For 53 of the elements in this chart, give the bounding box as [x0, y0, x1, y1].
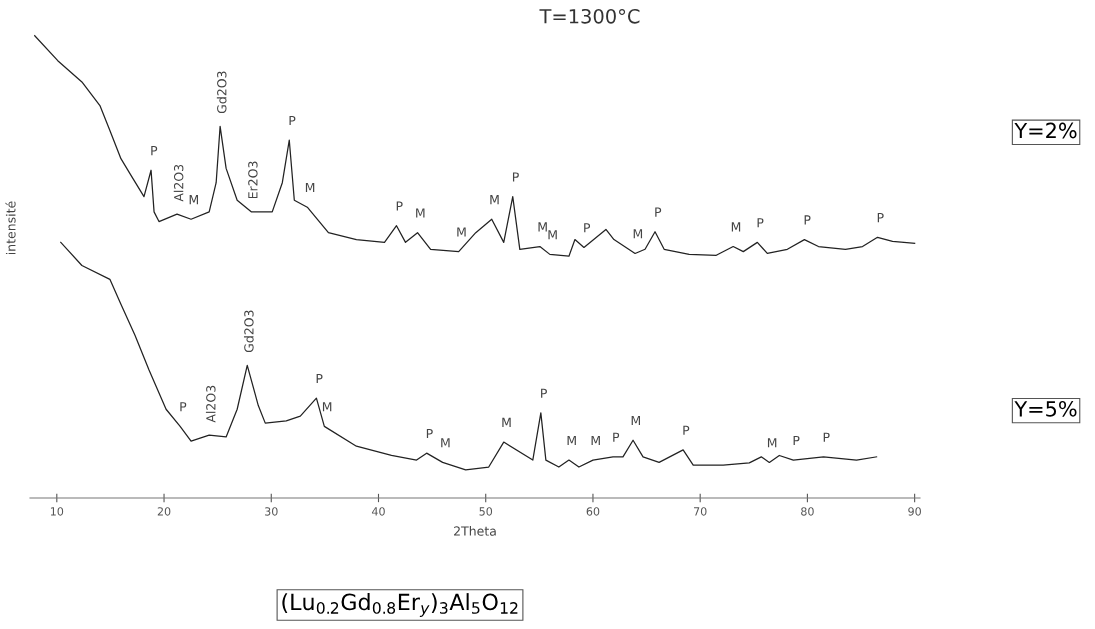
- annotation: M: [731, 222, 741, 232]
- annotation: Al2O3: [205, 385, 216, 423]
- x-tick-label: 40: [371, 507, 385, 516]
- annotation: M: [322, 402, 332, 412]
- annotation: Gd2O3: [216, 71, 227, 114]
- annotation: Er2O3: [248, 161, 258, 199]
- annotation: M: [767, 438, 777, 448]
- x-tick-label: 20: [157, 507, 171, 516]
- y-axis-title: intensité: [5, 201, 16, 255]
- annotation: M: [441, 438, 450, 448]
- annotation: P: [151, 146, 158, 156]
- annotation: P: [584, 223, 591, 233]
- annotation: M: [490, 195, 499, 205]
- annotation: P: [823, 432, 830, 442]
- annotation: M: [502, 417, 511, 427]
- x-tick-label: 90: [908, 507, 921, 516]
- annotation: M: [416, 208, 425, 218]
- x-tick-label: 50: [479, 507, 493, 516]
- annotation: M: [457, 227, 466, 237]
- annotation: P: [180, 402, 187, 412]
- annotation: P: [793, 435, 800, 445]
- annotation: P: [426, 428, 433, 439]
- annotation: P: [613, 432, 620, 442]
- annotation: Gd2O3: [243, 310, 254, 353]
- annotation: P: [757, 218, 764, 228]
- annotation: M: [567, 435, 576, 445]
- annotation: P: [289, 115, 296, 126]
- annotation: M: [633, 229, 643, 239]
- annotation: P: [316, 373, 323, 384]
- annotation: P: [804, 215, 811, 225]
- annotation: Al2O3: [173, 164, 184, 202]
- x-tick-label: 80: [801, 507, 814, 516]
- text: Y=2%: [1014, 122, 1077, 139]
- x-tick-label: 10: [50, 507, 64, 516]
- annotation: P: [396, 201, 403, 211]
- annotation: P: [512, 172, 519, 182]
- annotation: M: [189, 195, 199, 205]
- annotation: P: [683, 425, 690, 435]
- x-tick-label: 70: [694, 507, 707, 516]
- annotation: P: [541, 388, 547, 398]
- annotation: M: [305, 183, 315, 193]
- text: Y=5%: [1014, 400, 1077, 417]
- x-tick-label: 30: [265, 507, 278, 516]
- text: (Lu$_{0.2}$Gd$_{0.8}$Er$_{y}$)$_{3}$Al$_{5}$O$_{12}$: [282, 593, 518, 617]
- annotation: M: [548, 230, 557, 240]
- x-axis-title: 2Theta: [454, 526, 496, 536]
- annotation: P: [877, 213, 884, 223]
- x-tick-label: 60: [586, 507, 600, 516]
- annotation: M: [538, 222, 547, 232]
- chart-title: T=1300°C: [539, 8, 640, 24]
- annotation: M: [591, 435, 600, 445]
- annotation: M: [631, 416, 641, 426]
- annotation: P: [655, 207, 662, 217]
